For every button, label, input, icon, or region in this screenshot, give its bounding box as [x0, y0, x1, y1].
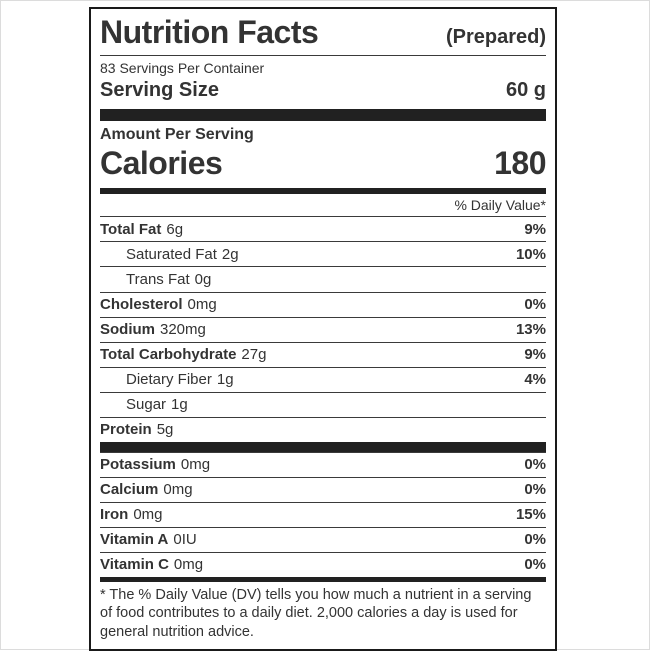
nutrient-daily-value: 0% — [524, 296, 546, 314]
nutrient-amount: 320mg — [160, 321, 206, 339]
separator-bar-thick — [100, 109, 546, 122]
nutrient-row: Iron 0mg 15% — [100, 501, 546, 527]
serving-size-label: Serving Size — [100, 79, 219, 102]
nutrient-amount: 0mg — [187, 296, 217, 314]
nutrient-amount: 1g — [171, 396, 188, 414]
nutrient-name: Total Carbohydrate — [100, 346, 237, 364]
nutrient-name-amount: Total Carbohydrate 27g — [100, 345, 266, 364]
nutrient-amount: 2g — [221, 245, 239, 263]
nutrient-list-micro: Potassium 0mg 0% Calcium 0mg 0% Iron 0mg 15… — [100, 451, 546, 577]
nutrient-daily-value: 9% — [524, 346, 546, 364]
serving-size-row: Serving Size 60 g — [100, 78, 546, 109]
nutrient-row: Cholesterol 0mg 0% — [100, 291, 546, 317]
nutrient-name: Sodium — [100, 321, 155, 339]
nutrient-row: Protein 5g — [100, 416, 546, 442]
nutrient-amount: 0mg — [133, 506, 163, 524]
calories-label: Calories — [100, 145, 223, 182]
daily-value-header: % Daily Value* — [454, 197, 546, 214]
nutrient-row: Trans Fat 0g — [100, 266, 546, 291]
nutrient-daily-value: 13% — [515, 321, 546, 339]
nutrient-daily-value: 0% — [524, 556, 546, 574]
nutrient-daily-value: 10% — [515, 245, 546, 263]
nutrient-name: Sugar — [126, 396, 167, 414]
nutrient-name: Potassium — [100, 456, 176, 474]
nutrient-name-amount: Potassium 0mg — [100, 455, 210, 474]
nutrient-amount: 0g — [194, 270, 212, 288]
nutrient-name-amount: Sugar 1g — [126, 395, 188, 414]
nutrient-daily-value: 4% — [524, 371, 546, 389]
nutrient-name-amount: Trans Fat 0g — [126, 270, 211, 289]
serving-size-value: 60 g — [505, 79, 546, 102]
label-header: Nutrition Facts (Prepared) — [100, 14, 546, 50]
amount-per-serving: Amount Per Serving — [100, 126, 254, 144]
nutrient-amount: 5g — [156, 421, 174, 439]
nutrient-amount: 0mg — [173, 556, 204, 574]
nutrient-amount: 6g — [166, 220, 184, 238]
nutrient-daily-value: 0% — [524, 456, 546, 474]
nutrient-name-amount: Cholesterol 0mg — [100, 295, 217, 314]
nutrient-name: Vitamin C — [100, 556, 169, 574]
nutrient-amount: 27g — [241, 346, 267, 364]
nutrient-name: Dietary Fiber — [126, 371, 212, 389]
nutrient-name: Cholesterol — [100, 296, 183, 314]
footnote: * The % Daily Value (DV) tells you how m… — [100, 587, 532, 640]
nutrient-row: Vitamin A 0IU 0% — [100, 526, 546, 552]
nutrient-amount: 0IU — [173, 531, 197, 549]
label-subtitle: (Prepared) — [445, 26, 546, 48]
nutrient-row: Potassium 0mg 0% — [100, 451, 546, 477]
nutrient-daily-value: 0% — [524, 531, 546, 549]
calories-value: 180 — [494, 145, 546, 182]
nutrient-name-amount: Vitamin A 0IU — [100, 530, 197, 549]
nutrient-name: Total Fat — [100, 220, 162, 238]
separator-bar-thick-2 — [100, 441, 546, 452]
nutrition-facts-label: Nutrition Facts (Prepared) 83 Servings P… — [89, 7, 557, 651]
header-divider — [100, 55, 546, 57]
nutrient-name: Trans Fat — [126, 270, 190, 288]
nutrient-name-amount: Total Fat 6g — [100, 220, 183, 239]
nutrient-daily-value: 0% — [524, 481, 546, 499]
servings-per-container: 83 Servings Per Container — [100, 60, 265, 77]
nutrient-name-amount: Calcium 0mg — [100, 480, 193, 499]
separator-bar-medium — [100, 188, 546, 195]
nutrient-name: Iron — [100, 506, 129, 524]
nutrient-row: Calcium 0mg 0% — [100, 476, 546, 502]
nutrient-name: Calcium — [100, 481, 159, 499]
nutrient-row: Vitamin C 0mg 0% — [100, 551, 546, 577]
nutrient-name: Saturated Fat — [126, 245, 217, 263]
nutrient-row: Sodium 320mg 13% — [100, 316, 546, 342]
label-title: Nutrition Facts — [100, 14, 319, 50]
nutrient-name-amount: Iron 0mg — [100, 505, 163, 524]
nutrient-row: Total Fat 6g 9% — [100, 216, 546, 241]
nutrient-list-main: Total Fat 6g 9% Saturated Fat 2g 10% Trans… — [100, 216, 546, 441]
nutrient-amount: 0mg — [163, 481, 193, 499]
nutrient-name-amount: Dietary Fiber 1g — [126, 370, 234, 389]
nutrient-row: Saturated Fat 2g 10% — [100, 241, 546, 266]
nutrient-name-amount: Protein 5g — [100, 420, 173, 439]
nutrient-amount: 1g — [216, 371, 234, 389]
separator-bar-medium-2 — [100, 577, 546, 583]
nutrient-row: Sugar 1g — [100, 391, 546, 417]
nutrient-name-amount: Saturated Fat 2g — [126, 245, 239, 264]
nutrient-row: Total Carbohydrate 27g 9% — [100, 341, 546, 367]
nutrient-amount: 0mg — [180, 456, 211, 474]
nutrient-daily-value: 9% — [524, 220, 546, 238]
nutrient-name: Protein — [100, 421, 152, 439]
nutrient-name: Vitamin A — [100, 531, 169, 549]
nutrient-daily-value: 15% — [515, 506, 546, 524]
nutrient-name-amount: Sodium 320mg — [100, 320, 206, 339]
nutrient-row: Dietary Fiber 1g 4% — [100, 366, 546, 392]
calories-row: Calories 180 — [100, 145, 546, 188]
nutrient-name-amount: Vitamin C 0mg — [100, 555, 203, 574]
